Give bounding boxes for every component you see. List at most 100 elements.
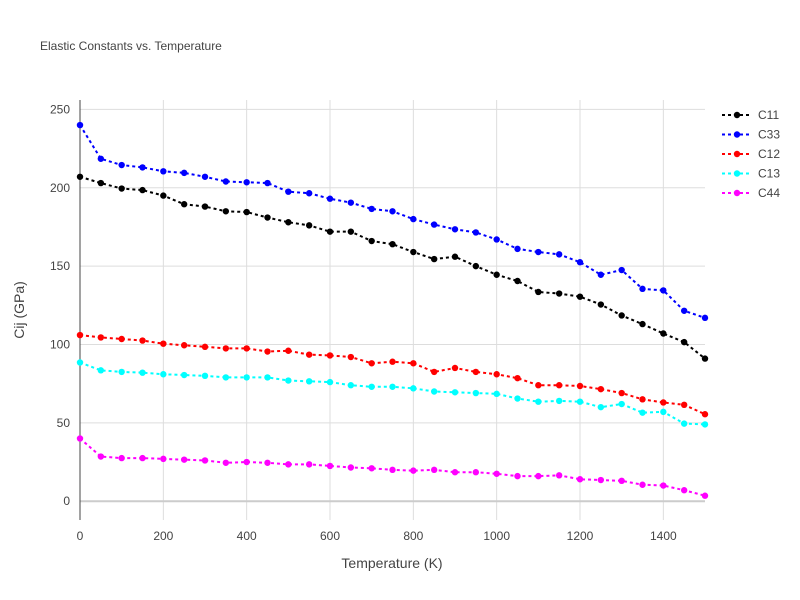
data-point-c11[interactable]: [243, 208, 250, 216]
legend[interactable]: C11 C33 C12 C13 C44: [722, 108, 780, 200]
data-point-c11[interactable]: [472, 262, 480, 270]
data-point-c33[interactable]: [347, 199, 355, 206]
data-point-c13[interactable]: [118, 368, 125, 376]
data-point-c13[interactable]: [305, 378, 313, 385]
data-point-c12[interactable]: [576, 382, 584, 390]
data-point-c33[interactable]: [576, 259, 584, 266]
data-point-c33[interactable]: [201, 173, 209, 180]
data-point-c12[interactable]: [76, 331, 84, 339]
data-point-c12[interactable]: [368, 360, 375, 367]
data-point-c11[interactable]: [222, 208, 230, 215]
data-point-c12[interactable]: [410, 360, 417, 367]
data-point-c33[interactable]: [660, 287, 667, 294]
data-point-c12[interactable]: [243, 345, 250, 352]
data-point-c33[interactable]: [555, 251, 563, 258]
data-point-c33[interactable]: [389, 208, 396, 215]
legend-item-c33[interactable]: C33: [722, 128, 780, 142]
data-point-c44[interactable]: [430, 466, 438, 474]
data-point-c12[interactable]: [597, 385, 605, 393]
data-point-c13[interactable]: [222, 374, 230, 381]
data-point-c44[interactable]: [701, 492, 709, 499]
data-point-c44[interactable]: [243, 458, 250, 466]
data-point-c11[interactable]: [410, 248, 417, 256]
data-point-c44[interactable]: [160, 455, 167, 463]
data-point-c33[interactable]: [97, 155, 105, 162]
data-point-c12[interactable]: [180, 342, 188, 349]
data-point-c33[interactable]: [597, 271, 605, 278]
data-point-c33[interactable]: [535, 248, 542, 256]
data-point-c44[interactable]: [451, 469, 459, 476]
data-point-c11[interactable]: [201, 203, 209, 210]
data-point-c33[interactable]: [222, 178, 230, 185]
data-point-c12[interactable]: [472, 368, 480, 376]
data-point-c44[interactable]: [326, 462, 334, 470]
data-point-c33[interactable]: [326, 195, 334, 202]
data-point-c11[interactable]: [660, 330, 667, 337]
data-point-c33[interactable]: [264, 179, 271, 187]
data-point-c44[interactable]: [680, 487, 688, 494]
data-point-c13[interactable]: [660, 408, 667, 416]
data-point-c44[interactable]: [368, 465, 375, 472]
data-point-c12[interactable]: [680, 401, 688, 409]
data-point-c13[interactable]: [180, 371, 188, 379]
data-point-c33[interactable]: [430, 221, 438, 228]
data-point-c11[interactable]: [451, 253, 459, 260]
data-point-c12[interactable]: [118, 335, 125, 343]
data-point-c44[interactable]: [597, 476, 605, 484]
data-point-c33[interactable]: [701, 314, 709, 322]
data-point-c44[interactable]: [201, 457, 209, 464]
data-point-c13[interactable]: [76, 359, 84, 366]
data-point-c11[interactable]: [680, 338, 688, 346]
data-point-c12[interactable]: [160, 340, 167, 347]
data-point-c11[interactable]: [97, 179, 105, 187]
data-point-c11[interactable]: [493, 271, 500, 278]
data-point-c12[interactable]: [660, 399, 667, 406]
data-point-c11[interactable]: [618, 312, 625, 319]
data-point-c33[interactable]: [76, 121, 84, 129]
data-point-c13[interactable]: [680, 420, 688, 427]
data-point-c13[interactable]: [597, 403, 605, 411]
data-point-c11[interactable]: [264, 214, 271, 221]
data-point-c13[interactable]: [201, 372, 209, 380]
data-point-c13[interactable]: [139, 369, 146, 376]
data-point-c13[interactable]: [639, 409, 646, 416]
data-point-c33[interactable]: [285, 188, 292, 195]
data-point-c13[interactable]: [368, 383, 375, 390]
data-point-c11[interactable]: [118, 185, 125, 192]
data-point-c44[interactable]: [97, 453, 105, 460]
data-point-c11[interactable]: [701, 355, 709, 362]
data-point-c11[interactable]: [139, 186, 146, 194]
data-point-c11[interactable]: [597, 301, 605, 308]
data-point-c44[interactable]: [180, 456, 188, 463]
data-point-c44[interactable]: [618, 477, 625, 485]
legend-item-c11[interactable]: C11: [722, 108, 779, 122]
data-point-c13[interactable]: [493, 390, 500, 398]
legend-item-c12[interactable]: C12: [722, 147, 780, 161]
data-point-c12[interactable]: [555, 382, 563, 389]
data-point-c13[interactable]: [472, 389, 480, 397]
data-point-c11[interactable]: [76, 173, 84, 180]
data-point-c13[interactable]: [264, 374, 271, 381]
data-point-c13[interactable]: [701, 421, 709, 428]
data-point-c13[interactable]: [430, 388, 438, 395]
data-point-c11[interactable]: [368, 237, 375, 245]
data-point-c44[interactable]: [514, 472, 521, 480]
data-point-c12[interactable]: [451, 364, 459, 372]
data-point-c12[interactable]: [701, 411, 709, 418]
data-point-c44[interactable]: [410, 467, 417, 474]
data-point-c33[interactable]: [118, 161, 125, 169]
data-point-c11[interactable]: [180, 201, 188, 208]
data-point-c12[interactable]: [389, 358, 396, 365]
data-point-c33[interactable]: [472, 229, 480, 236]
data-point-c13[interactable]: [576, 398, 584, 405]
legend-item-c13[interactable]: C13: [722, 167, 780, 181]
data-point-c13[interactable]: [97, 367, 105, 374]
data-point-c12[interactable]: [326, 352, 334, 359]
data-point-c12[interactable]: [285, 347, 292, 354]
data-point-c11[interactable]: [535, 288, 542, 296]
data-point-c44[interactable]: [264, 459, 271, 466]
data-point-c11[interactable]: [285, 219, 292, 226]
data-point-c13[interactable]: [347, 382, 355, 389]
data-point-c44[interactable]: [139, 454, 146, 462]
data-point-c44[interactable]: [555, 472, 563, 479]
